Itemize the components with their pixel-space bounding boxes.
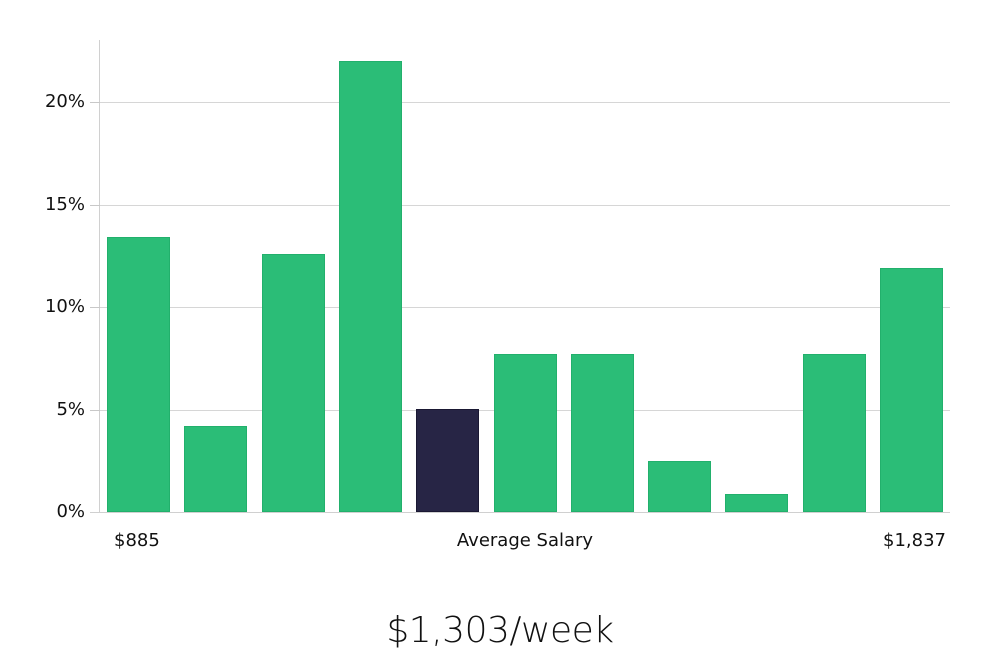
salary-histogram: $885 Average Salary $1,837 0% 5% 10% 15% 20% xyxy=(44,40,950,551)
y-axis-line xyxy=(99,40,100,513)
bar xyxy=(880,268,943,512)
gridline xyxy=(100,205,950,206)
y-tick-mark xyxy=(90,410,100,411)
average-salary-headline: $1,303/week xyxy=(386,610,614,651)
gridline xyxy=(100,102,950,103)
y-tick-mark xyxy=(90,102,100,103)
y-tick-label: 5% xyxy=(56,399,85,420)
y-tick-label: 0% xyxy=(56,501,85,522)
bar-average-highlight xyxy=(416,409,479,512)
bar xyxy=(571,354,634,512)
bar xyxy=(725,494,788,512)
bar xyxy=(184,426,247,512)
bar xyxy=(803,354,866,512)
bar xyxy=(648,461,711,512)
bar xyxy=(107,237,170,512)
y-tick-label: 10% xyxy=(44,296,85,317)
x-axis-min-label: $885 xyxy=(114,530,160,551)
y-tick-label: 15% xyxy=(44,194,85,215)
x-axis-title: Average Salary xyxy=(456,530,594,551)
y-tick-mark xyxy=(90,307,100,308)
bar xyxy=(494,354,557,512)
x-axis-line xyxy=(90,512,950,513)
gridline xyxy=(100,307,950,308)
y-tick-mark xyxy=(90,205,100,206)
bar xyxy=(339,61,402,512)
x-axis-max-label: $1,837 xyxy=(883,530,946,551)
y-tick-label: 20% xyxy=(44,91,85,112)
bar xyxy=(262,254,325,512)
